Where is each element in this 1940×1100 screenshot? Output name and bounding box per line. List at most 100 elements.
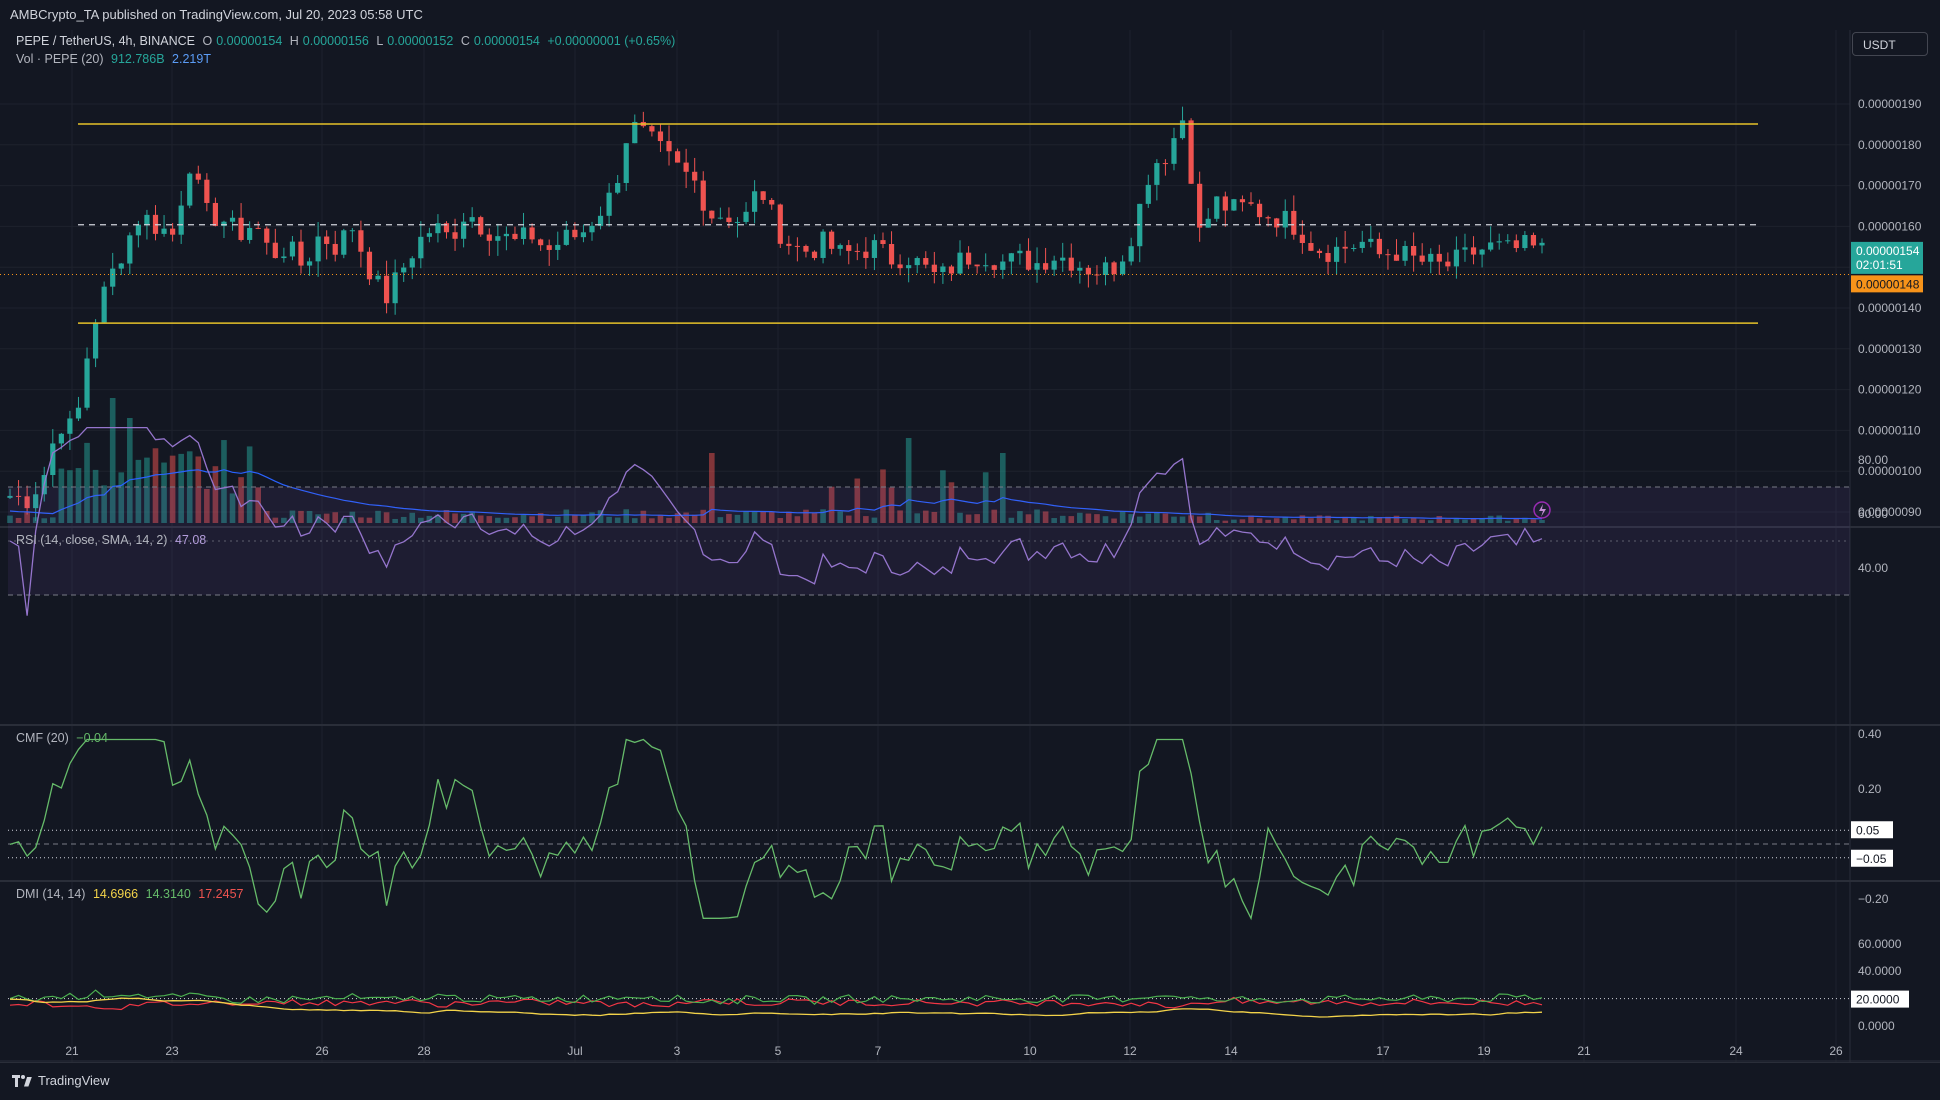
- volume-bar: [1359, 520, 1366, 523]
- time-tick-label: 23: [165, 1044, 179, 1058]
- volume-bar: [195, 456, 202, 523]
- price-tick-label: 0.00000180: [1858, 138, 1922, 152]
- candle-body: [298, 241, 304, 266]
- volume-bar: [1154, 512, 1160, 523]
- candle-body: [1513, 240, 1519, 249]
- volume-title[interactable]: Vol · PEPE (20): [16, 52, 104, 66]
- volume-bar: [1419, 519, 1425, 523]
- time-tick-label: 26: [315, 1044, 329, 1058]
- candle-body: [1453, 249, 1460, 267]
- dmi-title[interactable]: DMI (14, 14): [16, 887, 86, 901]
- candle-body: [1342, 246, 1348, 249]
- dmi-minus-value: 17.2457: [198, 887, 244, 901]
- dmi-plus-value: 14.3140: [145, 887, 191, 901]
- volume-bar: [255, 487, 262, 523]
- high-value: 0.00000156: [302, 34, 369, 48]
- candle-body: [1428, 253, 1434, 262]
- candle-body: [135, 224, 141, 236]
- candle-body: [1488, 242, 1494, 250]
- volume-bar: [272, 517, 279, 523]
- volume-bar: [554, 516, 561, 523]
- rsi-value: 47.08: [174, 533, 207, 547]
- volume-bar: [118, 472, 125, 523]
- volume-bar: [880, 469, 886, 523]
- volume-bar: [152, 448, 159, 523]
- candle-body: [1205, 218, 1211, 228]
- volume-bar: [1248, 515, 1254, 523]
- volume-bar: [1145, 513, 1152, 523]
- candle-body: [144, 214, 150, 225]
- volume-bar: [169, 455, 176, 523]
- candle-body: [1470, 247, 1477, 255]
- candle-body: [247, 227, 253, 240]
- close-value: 0.00000154: [473, 34, 540, 48]
- candle-body: [84, 358, 90, 408]
- time-tick-label: 10: [1023, 1044, 1037, 1058]
- cmf-value: −0.04: [76, 731, 108, 745]
- dmi-reference-badge: [1851, 990, 1909, 1008]
- candle-body: [418, 236, 424, 259]
- volume-bar: [1282, 516, 1289, 523]
- price-tick-label: 0.00000190: [1858, 97, 1922, 111]
- candle-body: [1000, 261, 1006, 270]
- dmi-legend: DMI (14, 14) 14.6966 14.3140 17.2457: [16, 887, 247, 901]
- cmf-title[interactable]: CMF (20): [16, 731, 69, 745]
- volume-bar: [452, 513, 458, 523]
- volume-bar: [1445, 519, 1451, 523]
- candle-body: [306, 261, 313, 266]
- candle-body: [1188, 120, 1194, 184]
- candle-body: [1214, 196, 1220, 219]
- volume-bar: [24, 512, 30, 523]
- candle-body: [392, 272, 398, 304]
- tradingview-logo[interactable]: TradingView: [12, 1073, 110, 1088]
- price-tick-label: 0.00000110: [1858, 423, 1921, 437]
- currency-selector[interactable]: USDT: [1852, 32, 1928, 56]
- candle-body: [375, 275, 381, 280]
- candle-body: [546, 245, 552, 250]
- volume-bar: [529, 516, 535, 523]
- volume-bar: [101, 485, 107, 523]
- candle-body: [752, 191, 758, 212]
- volume-bar: [1034, 509, 1040, 523]
- volume-bar: [828, 486, 835, 523]
- volume-bar: [1205, 512, 1212, 523]
- symbol-label[interactable]: PEPE / TetherUS, 4h, BINANCE: [16, 34, 196, 48]
- candle-body: [1325, 253, 1331, 262]
- candle-body: [888, 244, 895, 265]
- rsi-pane: [8, 426, 1850, 616]
- volume-bar: [1231, 519, 1237, 523]
- volume-bar: [1008, 517, 1015, 523]
- candle-body: [1162, 163, 1169, 165]
- volume-bar: [32, 517, 39, 523]
- volume-bar: [1085, 513, 1092, 523]
- candle-body: [161, 228, 167, 234]
- volume-bar: [263, 511, 270, 523]
- volume-bar: [614, 517, 621, 523]
- candle-body: [101, 286, 107, 323]
- rsi-title[interactable]: RSI (14, close, SMA, 14, 2): [16, 533, 168, 547]
- candle-body: [178, 205, 184, 235]
- dmi-pane: [8, 989, 1850, 1018]
- price-tick-label: 0.00000170: [1858, 179, 1922, 193]
- candle-body: [127, 235, 133, 264]
- candle-body: [1316, 250, 1323, 254]
- volume-bar: [897, 510, 903, 523]
- volume-bar: [965, 514, 972, 523]
- candle-body: [1402, 245, 1408, 261]
- volume-bar: [606, 516, 612, 523]
- chart-canvas[interactable]: 0.00000190 0.00000180 0.00000170 0.00000160…: [0, 0, 1940, 1062]
- candle-body: [195, 173, 201, 180]
- volume-bar: [845, 515, 852, 523]
- volume-bar: [246, 446, 253, 523]
- volume-bar: [1196, 516, 1203, 523]
- candle-body: [58, 433, 64, 444]
- footer-bar: TradingView: [0, 1062, 1940, 1100]
- tradingview-mark-icon: [12, 1074, 32, 1087]
- candle-body: [709, 210, 715, 219]
- candle-body: [1120, 261, 1126, 275]
- dmi-reference-badge-text: 20.0000: [1856, 993, 1900, 1007]
- volume-bar: [221, 440, 227, 523]
- dmi-plus-line: [9, 989, 1543, 1005]
- dmi-tick-label: 60.0000: [1858, 937, 1902, 951]
- volume-bar: [135, 459, 142, 523]
